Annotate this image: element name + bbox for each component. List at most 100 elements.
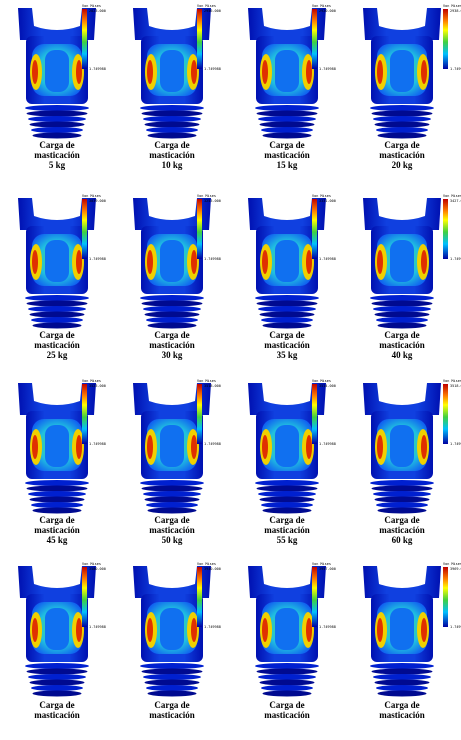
legend-title: Von Mises [82, 4, 101, 8]
legend-title: Von Mises [312, 4, 331, 8]
thread [31, 317, 83, 323]
thread [261, 127, 313, 133]
stress-core-inner [45, 608, 69, 650]
legend-bar [312, 9, 317, 69]
caption-load: 25 kg [47, 350, 68, 360]
caption: masticación [34, 150, 80, 160]
panel: Von Mises3331.0001.749988Carga demastica… [248, 194, 336, 360]
panel: Von Mises3940.0001.749988Carga demastica… [133, 562, 221, 720]
legend-bar [82, 384, 87, 444]
thread [370, 663, 434, 669]
legend-min: 1.749988 [204, 257, 221, 261]
thread [33, 133, 82, 139]
caption-load: 60 kg [392, 535, 413, 545]
legend-max: 2823.000 [89, 9, 106, 13]
legend-max: 2920.000 [319, 9, 336, 13]
thread [30, 312, 85, 318]
caption-load: 40 kg [392, 350, 413, 360]
thread [373, 116, 431, 122]
thread [31, 502, 83, 508]
thread [142, 111, 203, 117]
stress-peak [147, 60, 153, 84]
legend-min: 1.749988 [204, 625, 221, 629]
stress-core-inner [275, 608, 299, 650]
stress-peak [306, 60, 312, 84]
thread [140, 105, 204, 111]
implant-head [363, 383, 441, 415]
caption: Carga de [39, 515, 74, 525]
caption-load: 15 kg [277, 160, 298, 170]
legend-title: Von Mises [82, 194, 101, 198]
legend-min: 1.749988 [319, 67, 336, 71]
legend-max: 3427.000 [450, 199, 461, 203]
thread [143, 491, 201, 497]
stress-peak [76, 60, 82, 84]
thread [25, 295, 89, 301]
thread [257, 486, 318, 492]
legend-max: 3523.000 [89, 384, 106, 388]
implant-head [363, 566, 441, 598]
caption: masticación [379, 150, 425, 160]
thread [372, 111, 433, 117]
caption: Carga de [384, 515, 419, 525]
thread [257, 669, 318, 675]
thread [255, 295, 319, 301]
implant-head [363, 8, 441, 40]
thread [30, 122, 85, 128]
panel: Von Mises3957.0001.749988Carga demastica… [248, 562, 336, 720]
thread [376, 502, 428, 508]
thread [260, 680, 315, 686]
legend-max: 3253.000 [204, 199, 221, 203]
thread [258, 491, 316, 497]
thread [27, 111, 88, 117]
legend-title: Von Mises [82, 562, 101, 566]
legend-title: Von Mises [312, 562, 331, 566]
caption: masticación [264, 710, 310, 720]
thread [148, 508, 197, 514]
stress-peak [76, 618, 82, 642]
thread [145, 312, 200, 318]
legend-max: 3039.000 [89, 199, 106, 203]
legend-min: 1.749988 [204, 442, 221, 446]
legend-min: 1.749988 [89, 257, 106, 261]
thread [28, 491, 86, 497]
thread [373, 674, 431, 680]
thread [28, 674, 86, 680]
implant-head [363, 198, 441, 230]
caption: masticación [149, 150, 195, 160]
caption: masticación [379, 710, 425, 720]
panel: Von Mises3039.0001.749988Carga demastica… [18, 194, 106, 360]
stress-peak [377, 250, 383, 274]
stress-core-inner [390, 425, 414, 467]
legend-bar [197, 567, 202, 627]
thread [27, 301, 88, 307]
caption: masticación [264, 340, 310, 350]
thread [33, 323, 82, 329]
thread [146, 317, 198, 323]
stress-peak [262, 250, 268, 274]
legend-bar [82, 567, 87, 627]
caption: masticación [149, 525, 195, 535]
caption: Carga de [269, 515, 304, 525]
thread [145, 680, 200, 686]
legend-bar [197, 199, 202, 259]
stress-peak [306, 618, 312, 642]
caption: masticación [379, 525, 425, 535]
panel: Von Mises3969.0001.749988Carga demastica… [363, 562, 461, 720]
thread [31, 127, 83, 133]
thread [376, 317, 428, 323]
thread [31, 685, 83, 691]
stress-core-inner [160, 608, 184, 650]
thread [263, 508, 312, 514]
legend-max: 3514.000 [319, 384, 336, 388]
caption-load: 35 kg [277, 350, 298, 360]
legend-max: 3940.000 [204, 567, 221, 571]
caption-load: 30 kg [162, 350, 183, 360]
thread [378, 133, 427, 139]
thread [28, 306, 86, 312]
panel: Von Mises3518.0001.749988Carga demastica… [363, 379, 461, 545]
legend-title: Von Mises [443, 194, 461, 198]
panel: Von Mises2938.0001.749988Carga demastica… [363, 4, 461, 170]
